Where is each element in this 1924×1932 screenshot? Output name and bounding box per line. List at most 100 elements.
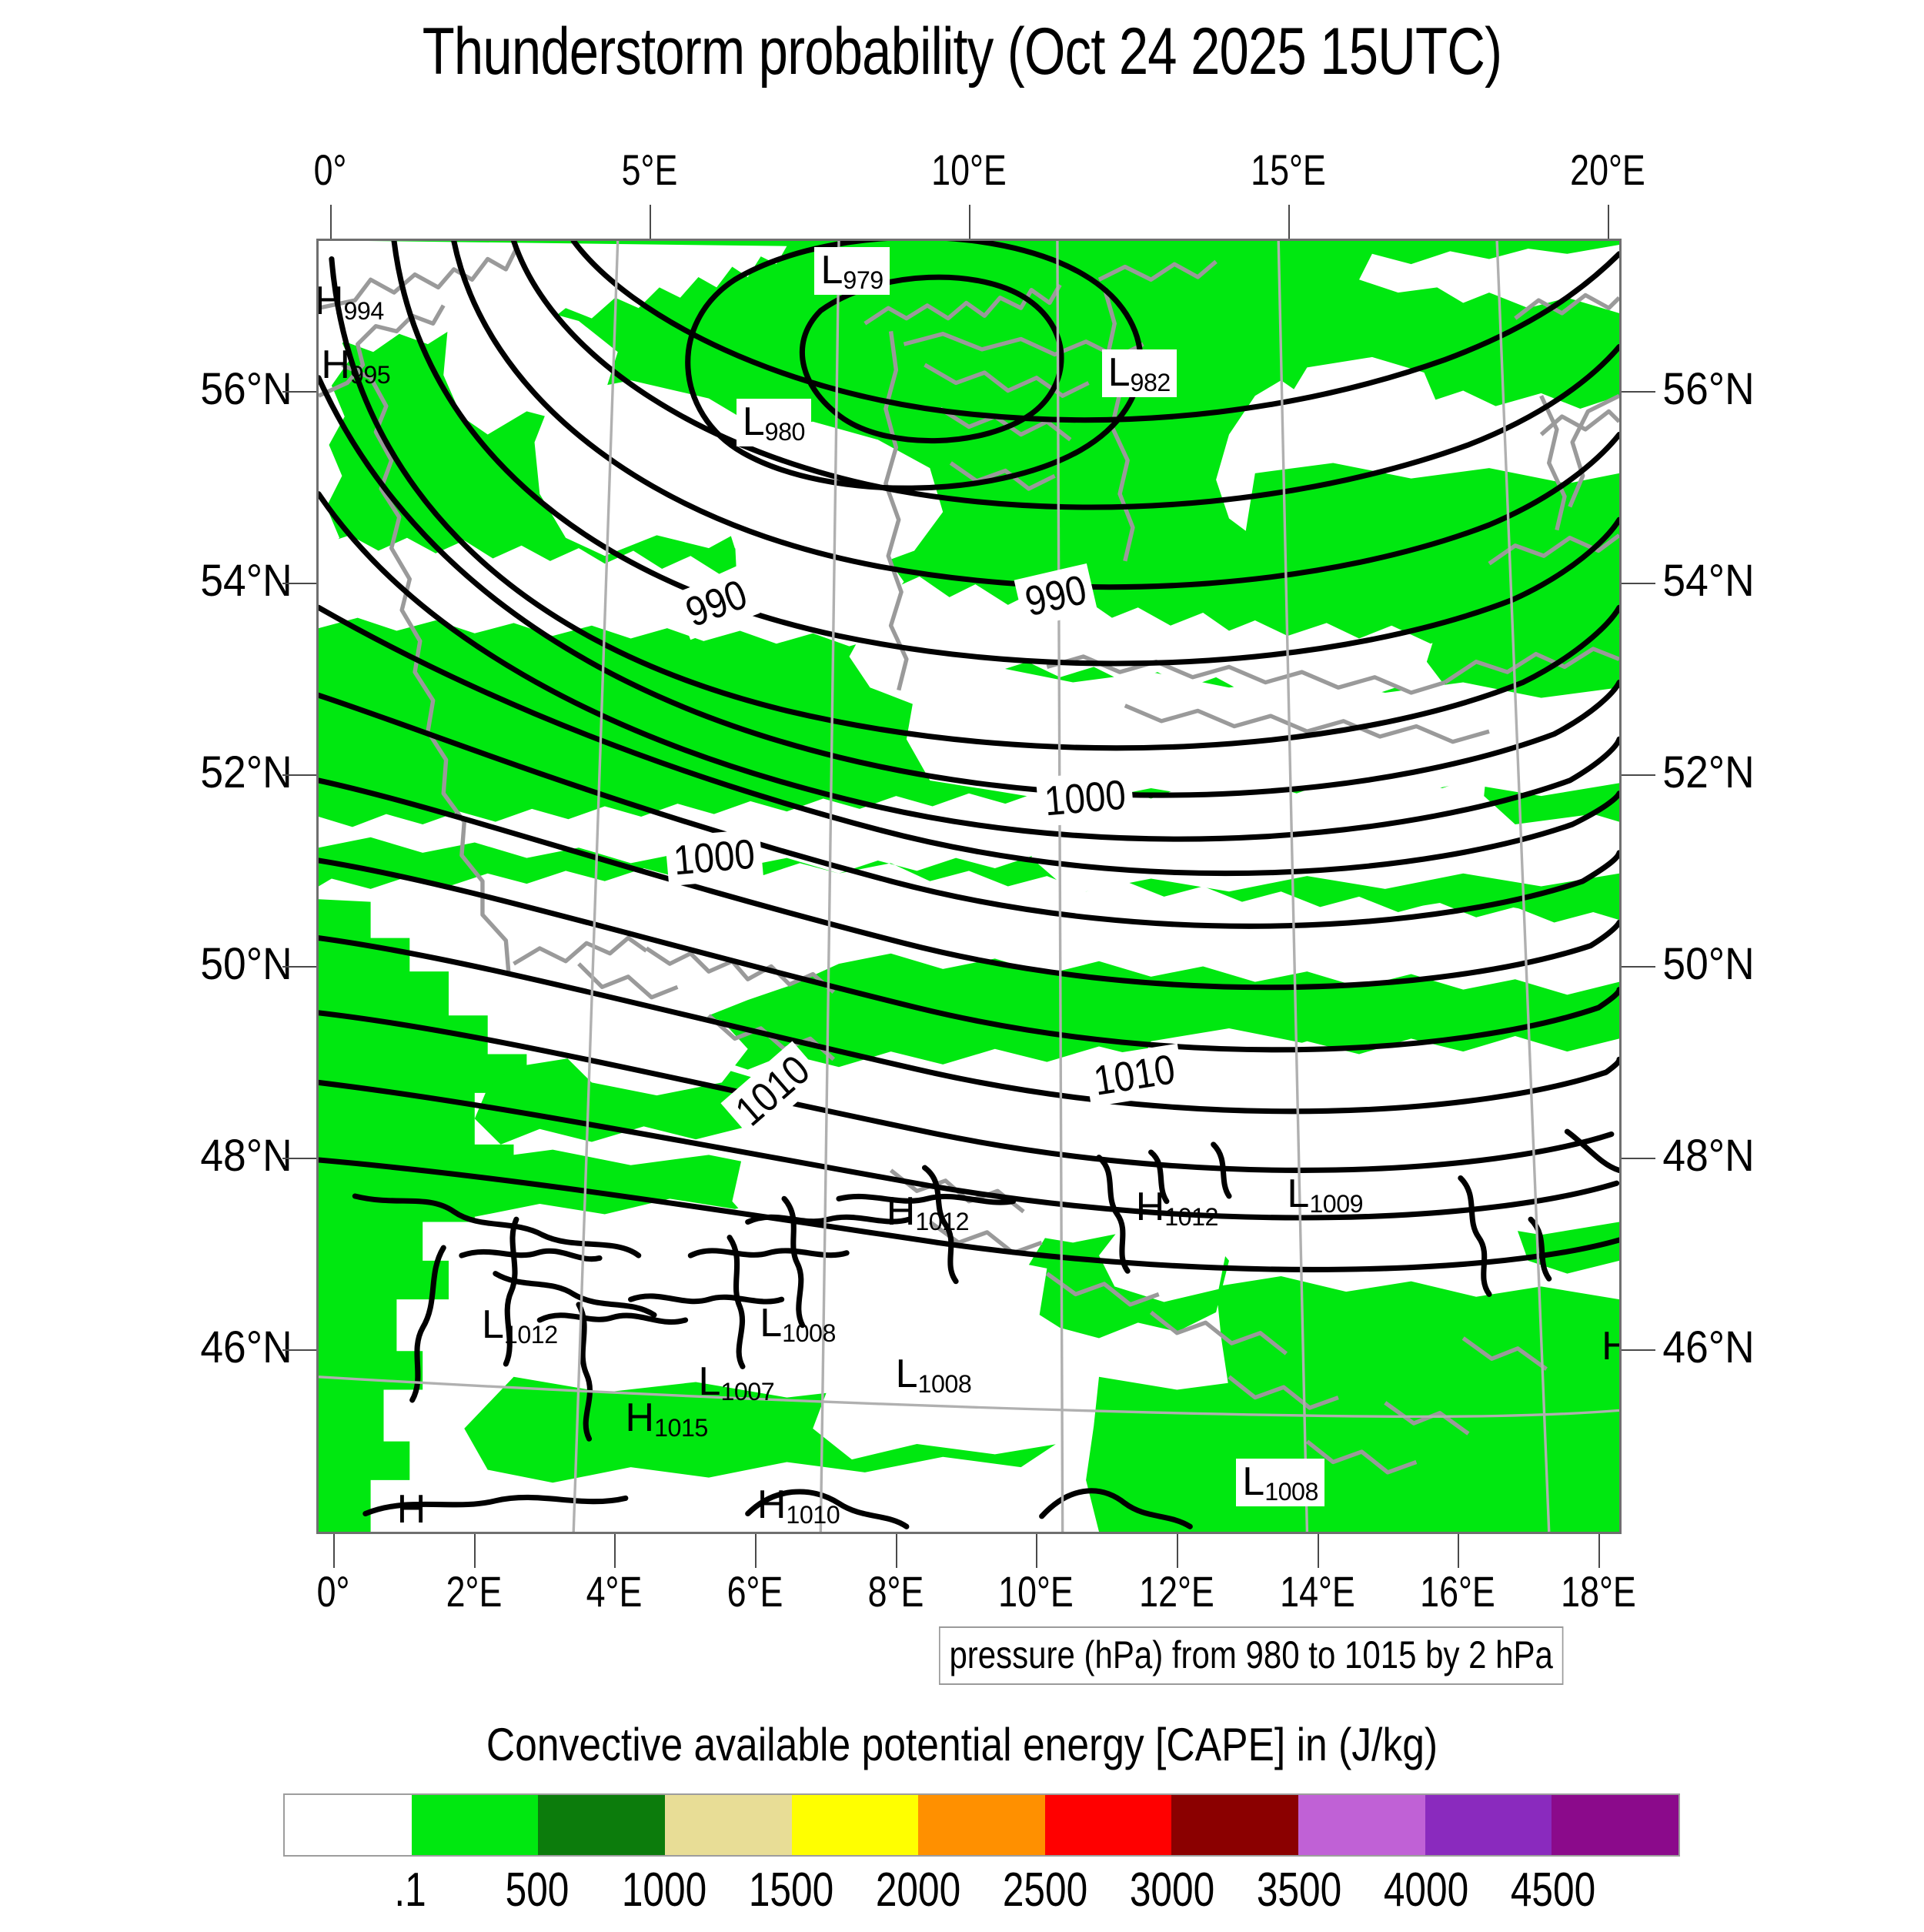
axis-tick-label: 20°E — [1570, 145, 1645, 194]
axis-tick-label: 16°E — [1420, 1567, 1496, 1616]
axis-tick-label: 52°N — [1662, 747, 1755, 797]
colorbar-swatch — [1425, 1795, 1552, 1855]
colorbar-tick-labels: .1 500 1000 1500 2000 2500 3000 3500 4000 4500 — [283, 1863, 1680, 1932]
axis-tick-label: 10°E — [998, 1567, 1074, 1616]
colorbar-tick-label: 1000 — [621, 1863, 707, 1917]
colorbar-swatch — [1044, 1795, 1172, 1855]
colorbar-swatch — [791, 1795, 919, 1855]
colorbar-swatch — [1298, 1795, 1425, 1855]
axis-tick-label: 50°N — [200, 939, 292, 989]
axis-tick-label: 46°N — [1662, 1322, 1755, 1372]
axis-tick-mark — [330, 205, 332, 239]
pressure-center-low: L1009 — [1287, 1171, 1364, 1218]
axis-tick-mark — [1608, 205, 1609, 239]
axis-tick-label: 48°N — [200, 1131, 292, 1181]
pressure-center-low: L979 — [814, 247, 890, 296]
axis-tick-mark — [282, 1158, 316, 1159]
axis-tick-label: 52°N — [200, 747, 292, 797]
contour-label: 1000 — [664, 828, 764, 887]
colorbar-tick-label: 4000 — [1383, 1863, 1469, 1917]
axis-tick-mark — [755, 1534, 757, 1568]
colorbar-tick-label: 2000 — [875, 1863, 961, 1917]
axis-tick-mark — [333, 1534, 335, 1568]
colorbar-swatch — [285, 1795, 412, 1855]
axis-tick-mark — [1288, 205, 1290, 239]
pressure-center-low: L1008 — [895, 1351, 972, 1398]
graticule — [319, 241, 1619, 1532]
pressure-center-low: L1008 — [1236, 1459, 1324, 1507]
map-plot-area: H994 H995 L979 L980 L982 H1012 H1012 L1009 L1012… — [316, 239, 1622, 1534]
colorbar-tick-label: 2500 — [1002, 1863, 1088, 1917]
axis-tick-mark — [282, 966, 316, 968]
axis-tick-mark — [895, 1534, 897, 1568]
axis-tick-label: 8°E — [867, 1567, 924, 1616]
pressure-center-high: H1015 — [625, 1395, 709, 1442]
colorbar-tick-label: 3000 — [1129, 1863, 1215, 1917]
contour-label: 1000 — [1035, 769, 1134, 827]
axis-tick-mark — [282, 391, 316, 393]
axis-tick-label: 12°E — [1139, 1567, 1214, 1616]
axis-tick-label: 4°E — [586, 1567, 643, 1616]
axis-tick-label: 54°N — [1662, 556, 1755, 606]
map-graphics — [319, 241, 1619, 1532]
axis-tick-mark — [1622, 774, 1655, 776]
axis-tick-mark — [1036, 1534, 1038, 1568]
axis-tick-label: 48°N — [1662, 1131, 1755, 1181]
colorbar-swatch — [538, 1795, 665, 1855]
axis-tick-label: 46°N — [200, 1322, 292, 1372]
axis-tick-mark — [650, 205, 651, 239]
axis-tick-mark — [969, 205, 970, 239]
pressure-center-low: L1008 — [760, 1301, 836, 1348]
pressure-center-high: H995 — [321, 342, 391, 389]
axis-tick-mark — [1598, 1534, 1600, 1568]
axis-tick-mark — [1622, 1349, 1655, 1351]
axis-tick-mark — [282, 774, 316, 776]
pressure-center-high: H994 — [316, 279, 384, 326]
axis-tick-mark — [1458, 1534, 1460, 1568]
colorbar-tick-label: .1 — [394, 1863, 426, 1917]
pressure-caption: pressure (hPa) from 980 to 1015 by 2 hPa — [939, 1626, 1564, 1685]
pressure-center-high: H1010 — [757, 1482, 840, 1529]
axis-tick-label: 0° — [313, 145, 347, 194]
axis-tick-mark — [1622, 1158, 1655, 1159]
colorbar — [283, 1793, 1680, 1857]
pressure-center-low: L980 — [736, 399, 811, 447]
colorbar-tick-label: 1500 — [748, 1863, 834, 1917]
colorbar-tick-label: 500 — [505, 1863, 570, 1917]
colorbar-tick-label: 4500 — [1510, 1863, 1596, 1917]
axis-tick-label: 0° — [316, 1567, 350, 1616]
colorbar-swatch — [918, 1795, 1045, 1855]
colorbar-swatch — [664, 1795, 792, 1855]
colorbar-swatch — [411, 1795, 539, 1855]
axis-tick-label: 54°N — [200, 556, 292, 606]
colorbar-swatch — [1171, 1795, 1299, 1855]
axis-tick-label: 2°E — [446, 1567, 503, 1616]
axis-tick-mark — [1317, 1534, 1319, 1568]
pressure-center-low: L1007 — [698, 1359, 775, 1406]
pressure-center-high: H1012 — [886, 1189, 970, 1236]
colorbar-title: Convective available potential energy [C… — [486, 1719, 1438, 1770]
axis-tick-label: 50°N — [1662, 939, 1755, 989]
axis-tick-mark — [1622, 966, 1655, 968]
axis-tick-label: 15°E — [1251, 145, 1326, 194]
pressure-center-low: L1012 — [482, 1302, 558, 1349]
axis-tick-label: 18°E — [1561, 1567, 1636, 1616]
axis-tick-mark — [614, 1534, 616, 1568]
axis-tick-mark — [282, 1349, 316, 1351]
pressure-center-high: H1012 — [1135, 1184, 1219, 1231]
pressure-center-low: L982 — [1101, 349, 1177, 398]
page-title: Thunderstorm probability (Oct 24 2025 15… — [422, 15, 1502, 89]
axis-tick-mark — [473, 1534, 476, 1568]
axis-tick-label: 10°E — [931, 145, 1007, 194]
axis-tick-mark — [1622, 583, 1655, 584]
axis-tick-label: 56°N — [200, 364, 292, 414]
axis-tick-label: 5°E — [621, 145, 678, 194]
pressure-center-high: H — [1602, 1326, 1619, 1366]
pressure-center-high: H — [396, 1487, 426, 1533]
axis-tick-mark — [282, 583, 316, 584]
axis-tick-label: 6°E — [727, 1567, 783, 1616]
axis-tick-label: 56°N — [1662, 364, 1755, 414]
axis-tick-label: 14°E — [1279, 1567, 1355, 1616]
colorbar-swatch — [1552, 1795, 1679, 1855]
axis-tick-mark — [1177, 1534, 1178, 1568]
